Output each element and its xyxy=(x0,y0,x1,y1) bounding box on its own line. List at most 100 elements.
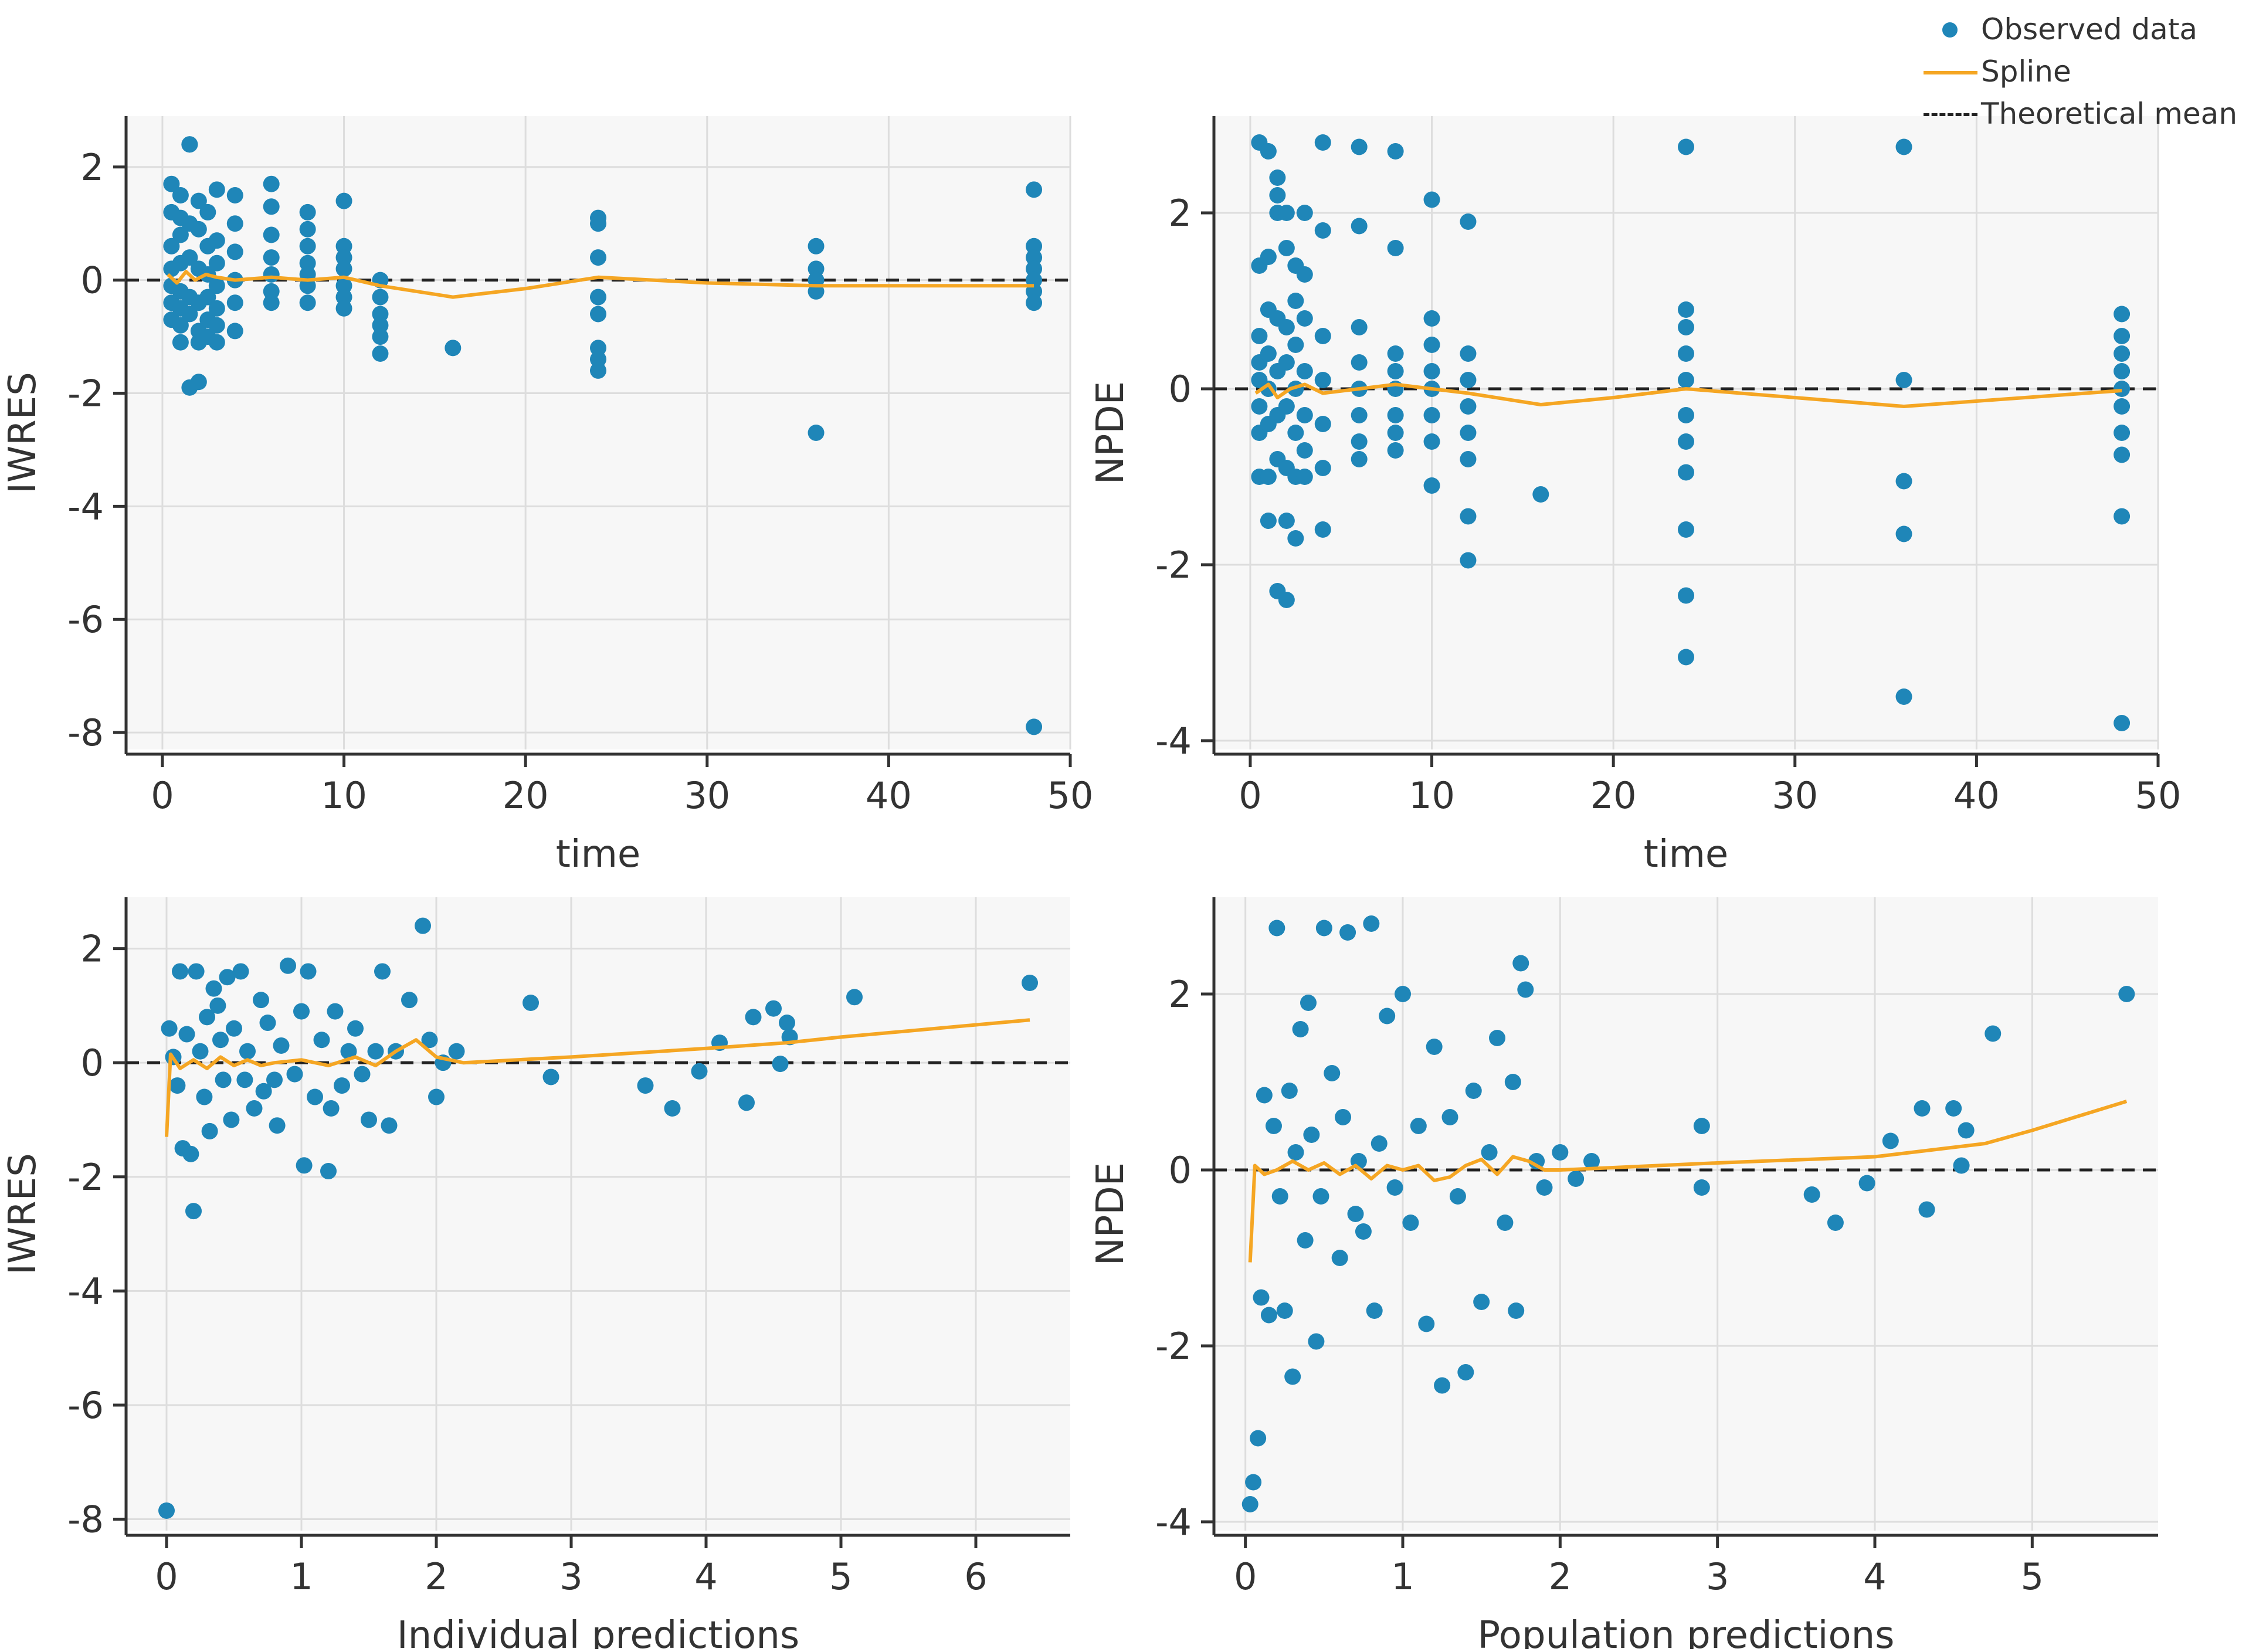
observed-point xyxy=(1335,1109,1352,1125)
observed-point xyxy=(381,1117,398,1134)
observed-point xyxy=(1287,425,1304,441)
observed-point xyxy=(226,1020,242,1037)
observed-point xyxy=(192,1043,209,1060)
observed-point xyxy=(1882,1132,1899,1149)
observed-point xyxy=(1387,407,1404,423)
observed-point xyxy=(1278,398,1295,415)
observed-point xyxy=(1678,407,1694,423)
observed-point xyxy=(1536,1179,1553,1196)
observed-point xyxy=(1517,981,1534,998)
x-tick-label: 20 xyxy=(1590,774,1637,817)
observed-point xyxy=(637,1077,654,1094)
observed-point xyxy=(1387,143,1404,160)
x-tick-label: 2 xyxy=(1549,1555,1572,1598)
observed-point xyxy=(255,1083,272,1100)
observed-point xyxy=(1895,688,1912,705)
observed-point xyxy=(1678,587,1694,604)
x-tick-label: 30 xyxy=(1772,774,1818,817)
plot-panel-1: 0 10 20 30 40 50 -8 -6 -4 -2 0 2 time IWRES xyxy=(1,116,1093,876)
observed-point xyxy=(1271,1188,1288,1205)
observed-point xyxy=(208,277,225,294)
observed-point xyxy=(2114,306,2131,323)
observed-point xyxy=(1568,1171,1585,1187)
observed-point xyxy=(1423,407,1440,423)
observed-point xyxy=(1278,513,1295,529)
legend-item-observed[interactable]: Observed data xyxy=(1916,11,2197,48)
observed-point xyxy=(1473,1294,1490,1310)
y-tick-label: 2 xyxy=(1169,973,1192,1016)
observed-point xyxy=(590,340,606,357)
x-tick-label: 1 xyxy=(1391,1555,1414,1598)
observed-point xyxy=(1386,1179,1403,1196)
observed-point xyxy=(1958,1122,1975,1139)
observed-point xyxy=(253,992,269,1009)
observed-point xyxy=(172,963,188,980)
observed-point xyxy=(1026,260,1043,277)
observed-point xyxy=(1465,1083,1482,1099)
observed-point xyxy=(738,1094,755,1111)
x-tick-label: 20 xyxy=(503,774,549,817)
observed-point xyxy=(263,198,280,215)
observed-point xyxy=(185,1203,202,1220)
observed-point xyxy=(1379,1008,1396,1025)
observed-point xyxy=(246,1100,263,1117)
observed-point xyxy=(1026,249,1043,266)
observed-point xyxy=(1347,1206,1364,1222)
observed-point xyxy=(1504,1074,1521,1090)
observed-point xyxy=(1314,222,1331,239)
observed-point xyxy=(1914,1100,1931,1117)
observed-point xyxy=(808,425,825,441)
x-tick-label: 3 xyxy=(1706,1555,1729,1598)
x-axis-title: time xyxy=(1644,833,1729,876)
observed-point xyxy=(1296,469,1313,485)
observed-point xyxy=(172,226,189,243)
observed-point xyxy=(1022,974,1038,991)
observed-point xyxy=(299,221,316,238)
observed-point xyxy=(239,1043,256,1060)
observed-point xyxy=(1945,1100,1962,1117)
observed-point xyxy=(1552,1144,1569,1161)
observed-point xyxy=(299,238,316,255)
observed-point xyxy=(208,181,225,198)
observed-point xyxy=(181,249,198,266)
observed-point xyxy=(335,238,352,255)
observed-point xyxy=(190,374,207,391)
observed-point xyxy=(1363,915,1380,932)
observed-point xyxy=(421,1032,438,1049)
x-tick-label: 4 xyxy=(694,1555,717,1598)
legend-item-spline[interactable]: Spline xyxy=(1916,53,2071,90)
observed-point xyxy=(1269,187,1286,203)
observed-point xyxy=(1276,1302,1293,1319)
observed-point xyxy=(232,963,249,980)
observed-point xyxy=(190,221,207,238)
observed-point xyxy=(1314,416,1331,432)
observed-point xyxy=(1287,337,1304,353)
y-tick-label: 0 xyxy=(1169,1149,1192,1192)
x-tick-label: 3 xyxy=(559,1555,582,1598)
observed-point xyxy=(299,294,316,311)
plot-area xyxy=(126,897,1070,1531)
observed-point xyxy=(1278,240,1295,256)
observed-point xyxy=(2118,986,2135,1002)
observed-point xyxy=(188,963,205,980)
y-tick-label: -8 xyxy=(67,711,104,754)
y-tick-label: -6 xyxy=(67,1384,104,1427)
y-tick-label: 0 xyxy=(81,1042,104,1084)
legend-item-mean[interactable]: Theoretical mean xyxy=(1916,95,2237,133)
observed-point xyxy=(273,1037,290,1054)
observed-point xyxy=(178,1026,195,1043)
observed-point xyxy=(428,1088,445,1105)
observed-point xyxy=(199,203,216,221)
observed-point xyxy=(1481,1144,1498,1161)
observed-point xyxy=(236,1071,253,1088)
observed-point xyxy=(280,957,296,974)
observed-point xyxy=(327,1003,344,1020)
observed-point xyxy=(765,1000,782,1017)
observed-point xyxy=(2114,345,2131,362)
observed-point xyxy=(372,306,389,323)
y-axis-title: IWRES xyxy=(1,1153,45,1275)
observed-point xyxy=(1351,433,1368,450)
observed-point xyxy=(208,255,225,272)
observed-point xyxy=(1314,460,1331,476)
observed-point xyxy=(1296,266,1313,283)
